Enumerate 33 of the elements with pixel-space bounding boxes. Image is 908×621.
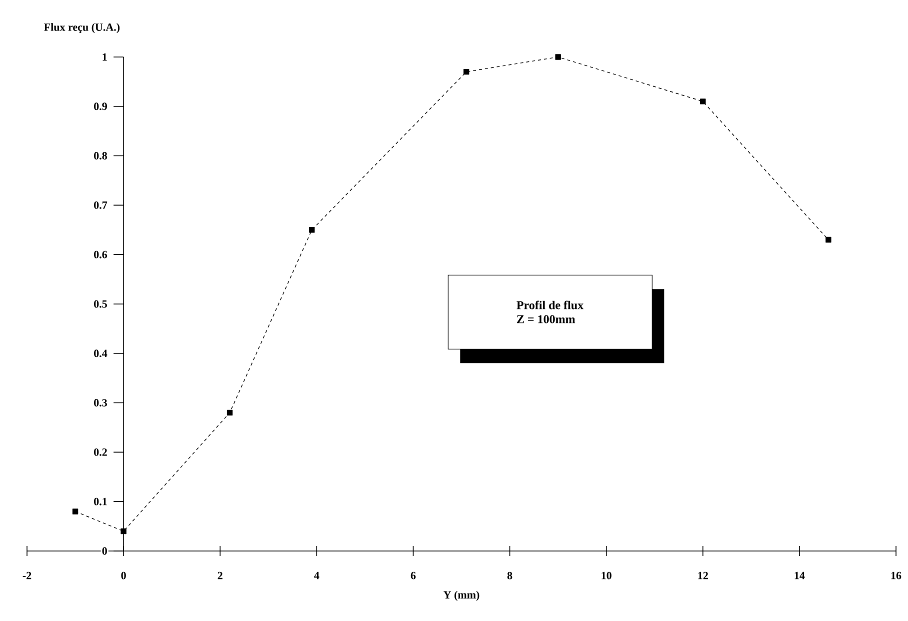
y-tick-label: 0.2	[94, 448, 107, 456]
point	[555, 54, 561, 60]
x-tick-label: 8	[507, 572, 512, 580]
y-tick-label: 0.4	[94, 350, 108, 358]
x-tick-label: 4	[314, 572, 320, 580]
y-tick-label: 0.1	[94, 498, 107, 506]
annotation: Profil de flux	[516, 300, 584, 310]
x-tick-label: -2	[22, 572, 32, 580]
y-tick-label: 0.5	[94, 300, 107, 308]
y-tick-label: 0.9	[94, 102, 107, 110]
x-tick-label: 16	[891, 572, 902, 580]
point	[463, 68, 470, 75]
x-tick-label: 12	[698, 572, 708, 580]
y-tick-label: 0.7	[94, 201, 108, 209]
y-tick-label: 0.3	[94, 399, 107, 407]
point	[700, 98, 706, 104]
point	[826, 236, 832, 243]
x-tick-label: 2	[218, 572, 222, 580]
y-tick-label: 1	[102, 53, 107, 61]
x-tick-label: 10	[602, 572, 612, 580]
y-tick-label: 0.8	[94, 152, 108, 160]
y-tick-label: 0.6	[94, 250, 108, 258]
point	[120, 528, 126, 534]
x-tick-label: 0	[121, 572, 126, 580]
x-tick-label: 6	[410, 572, 416, 580]
annotation: Z = 100mm	[517, 315, 576, 324]
y-axis-title: Flux reçu (U.A.)	[44, 23, 120, 34]
y-tick-label: 0	[102, 547, 107, 555]
point	[226, 410, 233, 416]
x-tick-label: 14	[794, 572, 805, 580]
point	[72, 508, 78, 514]
point	[309, 227, 315, 233]
x-axis-title: Y (mm)	[444, 590, 480, 601]
